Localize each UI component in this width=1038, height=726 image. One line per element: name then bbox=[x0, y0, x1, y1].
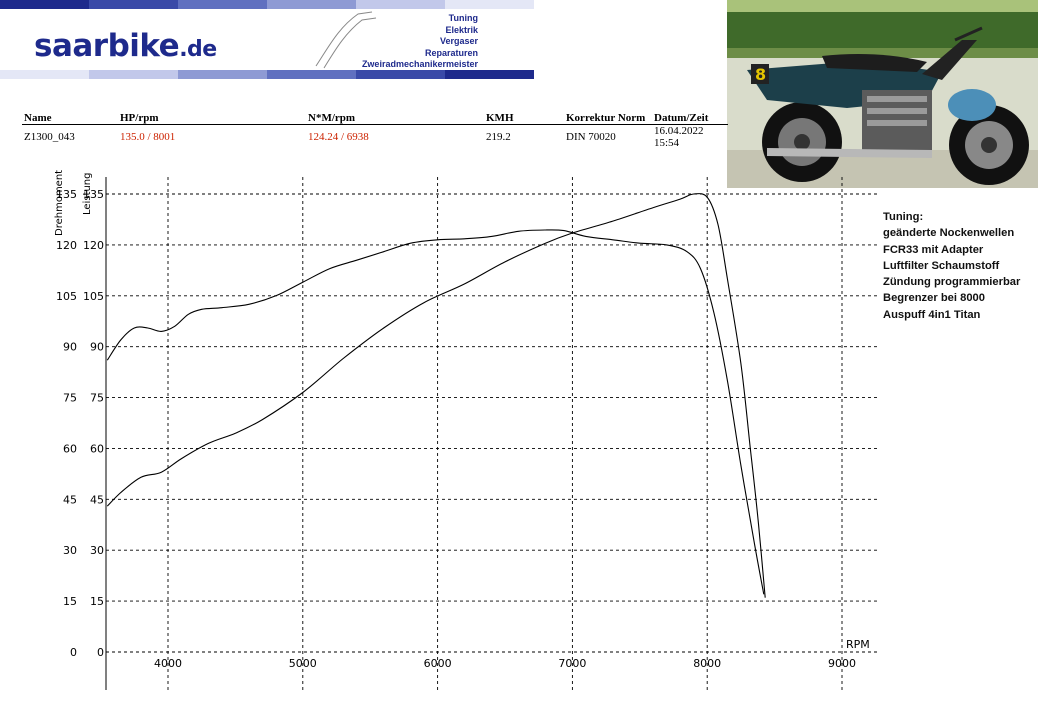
y-tick-label-left: 135 bbox=[56, 188, 77, 201]
y-tick-label-left: 60 bbox=[63, 442, 77, 455]
column-header: HP/rpm bbox=[118, 112, 306, 125]
y-tick-label-left: 30 bbox=[63, 544, 77, 557]
motorcycle-photo: 8 bbox=[727, 0, 1038, 188]
tuning-title: Tuning: bbox=[883, 211, 924, 223]
x-tick-label: 6000 bbox=[424, 657, 452, 670]
service-item: Zweiradmechanikermeister bbox=[361, 59, 478, 69]
table-cell: 219.2 bbox=[486, 131, 511, 143]
column-header: Datum/Zeit bbox=[652, 112, 728, 125]
y-tick-label-left: 105 bbox=[56, 290, 77, 303]
service-item: Reparaturen bbox=[424, 47, 478, 58]
table-row: Z1300_043 135.0 / 8001 124.24 / 6938 219… bbox=[22, 125, 728, 149]
y-tick-labels: 0 0 15 15 30 30 45 45 60 60 75 75 90 90 105 105 120 120 13… bbox=[56, 188, 104, 659]
x-tick-label: 9000 bbox=[828, 657, 856, 670]
y-axis-label-right: Leistung bbox=[82, 173, 93, 215]
x-axis-label: RPM bbox=[846, 638, 870, 651]
tuning-line: Begrenzer bei 8000 bbox=[883, 292, 985, 305]
y-tick-label-left: 75 bbox=[63, 392, 77, 405]
x-tick-label: 4000 bbox=[154, 657, 182, 670]
column-header: N*M/rpm bbox=[306, 112, 484, 125]
y-tick-label-right: 60 bbox=[90, 442, 104, 455]
table-cell: 16.04.2022 15:54 bbox=[654, 125, 704, 149]
column-header: Name bbox=[22, 112, 118, 125]
svg-text:8: 8 bbox=[755, 65, 766, 84]
tuning-line: Auspuff 4in1 Titan bbox=[883, 308, 981, 321]
tuning-line: Luftfilter Schaumstoff bbox=[883, 259, 1000, 272]
y-tick-label-left: 120 bbox=[56, 239, 77, 252]
y-tick-label-right: 0 bbox=[97, 646, 104, 659]
column-header: KMH bbox=[484, 112, 564, 125]
chart-series bbox=[106, 193, 766, 598]
x-tick-labels: 4000 5000 6000 7000 8000 9000 bbox=[154, 657, 856, 670]
header-stripe-bottom bbox=[0, 70, 534, 79]
x-tick-label: 7000 bbox=[558, 657, 586, 670]
table-cell: Z1300_043 bbox=[24, 131, 75, 143]
dyno-result-table: Name HP/rpm N*M/rpm KMH Korrektur Norm D… bbox=[22, 112, 728, 149]
table-cell: DIN 70020 bbox=[566, 131, 616, 143]
site-logo: saarbike.de bbox=[34, 28, 217, 64]
series-line-0 bbox=[106, 229, 765, 595]
service-item: Vergaser bbox=[439, 36, 478, 46]
y-tick-label-right: 105 bbox=[83, 290, 104, 303]
service-item: Elektrik bbox=[445, 24, 478, 35]
y-tick-label-left: 45 bbox=[63, 493, 77, 506]
tuning-notes: Tuning: geänderte Nockenwellen FCR33 mit… bbox=[883, 209, 1020, 323]
table-cell: 135.0 / 8001 bbox=[120, 131, 176, 143]
tuning-line: FCR33 mit Adapter bbox=[883, 243, 984, 256]
y-tick-label-right: 30 bbox=[90, 544, 104, 557]
x-tick-label: 5000 bbox=[289, 657, 317, 670]
y-tick-label-right: 45 bbox=[90, 493, 104, 506]
y-tick-label-left: 15 bbox=[63, 595, 77, 608]
y-tick-label-right: 135 bbox=[83, 188, 104, 201]
y-tick-label-right: 120 bbox=[83, 239, 104, 252]
table-cell: 124.24 / 6938 bbox=[308, 131, 369, 143]
column-header: Korrektur Norm bbox=[564, 112, 652, 125]
header-stripe-top bbox=[0, 0, 534, 9]
service-item: Tuning bbox=[448, 13, 478, 23]
y-tick-label-left: 90 bbox=[63, 341, 77, 354]
y-tick-label-left: 0 bbox=[70, 646, 77, 659]
x-tick-label: 8000 bbox=[693, 657, 721, 670]
y-tick-label-right: 15 bbox=[90, 595, 104, 608]
y-tick-label-right: 90 bbox=[90, 341, 104, 354]
tuning-line: Zündung programmierbar bbox=[883, 276, 1021, 289]
table-header-row: Name HP/rpm N*M/rpm KMH Korrektur Norm D… bbox=[22, 112, 728, 125]
motorcycle-sketch-icon bbox=[315, 11, 377, 69]
y-tick-label-right: 75 bbox=[90, 392, 104, 405]
chart-grid bbox=[106, 177, 878, 690]
tuning-line: geänderte Nockenwellen bbox=[883, 227, 1015, 240]
services-list: Tuning Elektrik Vergaser Reparaturen Zwe… bbox=[362, 13, 478, 71]
series-line-1 bbox=[106, 193, 766, 598]
y-axis-label-left: Drehmoment bbox=[54, 170, 65, 236]
